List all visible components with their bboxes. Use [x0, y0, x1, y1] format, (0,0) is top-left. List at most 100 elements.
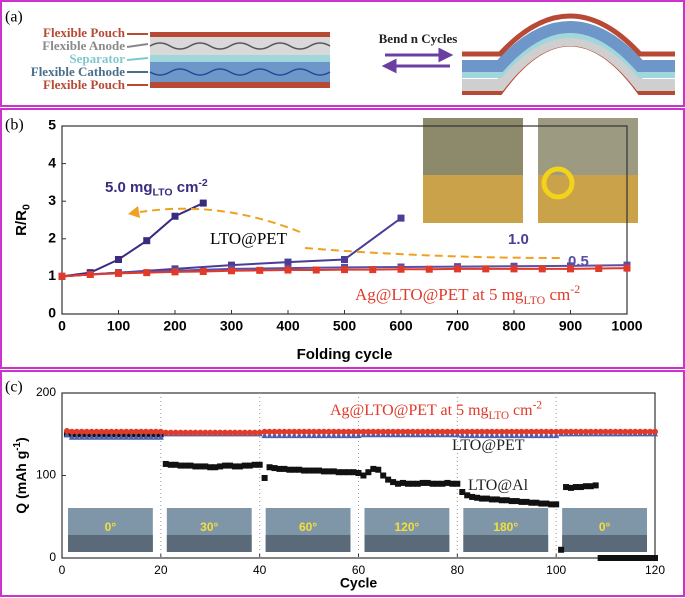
text-part: Ag@LTO@PET at 5 mg: [355, 285, 524, 304]
point: [617, 555, 624, 561]
point: [434, 428, 441, 435]
point: [523, 428, 530, 435]
point: [83, 428, 90, 435]
point: [513, 432, 520, 439]
point: [281, 428, 288, 435]
point: [602, 428, 609, 435]
y-tick-label: 0: [48, 305, 56, 321]
point: [508, 498, 515, 505]
point: [479, 428, 486, 435]
panel-c-frame: [0, 370, 685, 597]
point: [637, 555, 644, 561]
point: [286, 466, 293, 473]
inset-angle: 0°: [599, 520, 611, 534]
point: [464, 428, 471, 435]
point: [335, 469, 342, 476]
point: [330, 432, 337, 439]
point: [103, 428, 110, 435]
point: [375, 428, 382, 435]
point: [577, 484, 584, 491]
point: [202, 463, 209, 470]
point: [311, 467, 318, 474]
text-part: LTO: [489, 409, 510, 421]
point: [652, 555, 658, 561]
point: [518, 428, 525, 435]
arrow-head: [128, 206, 140, 218]
point: [627, 555, 634, 561]
point: [404, 428, 411, 435]
point: [291, 428, 298, 435]
point: [291, 466, 298, 473]
point: [548, 432, 555, 439]
point: [482, 265, 490, 273]
series-line: [61, 202, 204, 278]
point: [301, 467, 308, 474]
point: [187, 429, 194, 436]
point: [108, 428, 115, 435]
point: [88, 428, 95, 435]
point: [370, 428, 377, 435]
point: [567, 428, 574, 435]
y-tick-label: 1: [48, 267, 56, 283]
point: [335, 432, 342, 439]
dashed-arrow: [139, 207, 301, 233]
point: [152, 433, 159, 440]
point: [493, 428, 500, 435]
point: [286, 428, 293, 435]
point: [162, 460, 169, 467]
x-tick-label: 0: [59, 563, 66, 577]
point: [261, 428, 268, 435]
point: [449, 428, 456, 435]
point: [171, 268, 179, 276]
point: [474, 432, 481, 439]
point: [128, 428, 135, 435]
point: [558, 428, 565, 435]
x-tick-label: 300: [220, 318, 244, 334]
x-tick-label: 900: [559, 318, 583, 334]
point: [306, 428, 313, 435]
photo-inset: [423, 118, 638, 223]
text-part: cm: [173, 179, 199, 196]
point: [115, 269, 122, 277]
point: [325, 468, 332, 475]
point: [385, 428, 392, 435]
text-part: Ag@LTO@PET at 5 mg: [330, 402, 489, 419]
y-tick-label: 3: [48, 192, 56, 208]
point: [63, 431, 70, 438]
point: [623, 264, 631, 272]
point: [592, 428, 599, 435]
point: [483, 428, 490, 435]
point: [311, 432, 318, 439]
point: [563, 428, 570, 435]
text-part: 0: [20, 204, 32, 210]
point: [325, 428, 332, 435]
point: [341, 266, 348, 274]
x-tick-label: 1000: [611, 318, 642, 334]
point: [345, 432, 352, 439]
point: [587, 483, 594, 490]
text-part: cm: [545, 285, 570, 304]
point: [533, 432, 540, 439]
point: [454, 480, 461, 487]
point: [115, 255, 122, 263]
point: [345, 428, 352, 435]
point: [199, 199, 207, 207]
point: [404, 480, 411, 487]
point: [350, 469, 357, 476]
point: [637, 428, 644, 435]
series-label: LTO@Al: [468, 477, 529, 494]
point: [118, 433, 125, 440]
point: [231, 463, 238, 470]
bend-arrows: [381, 47, 454, 74]
point: [390, 479, 397, 486]
x-tick-label: 120: [645, 563, 665, 577]
point: [301, 432, 308, 439]
point: [523, 432, 530, 439]
point: [182, 429, 189, 436]
point: [177, 429, 184, 436]
point: [419, 428, 426, 435]
point: [439, 480, 446, 487]
layer-label: Flexible Cathode: [31, 64, 125, 79]
point: [553, 432, 560, 439]
